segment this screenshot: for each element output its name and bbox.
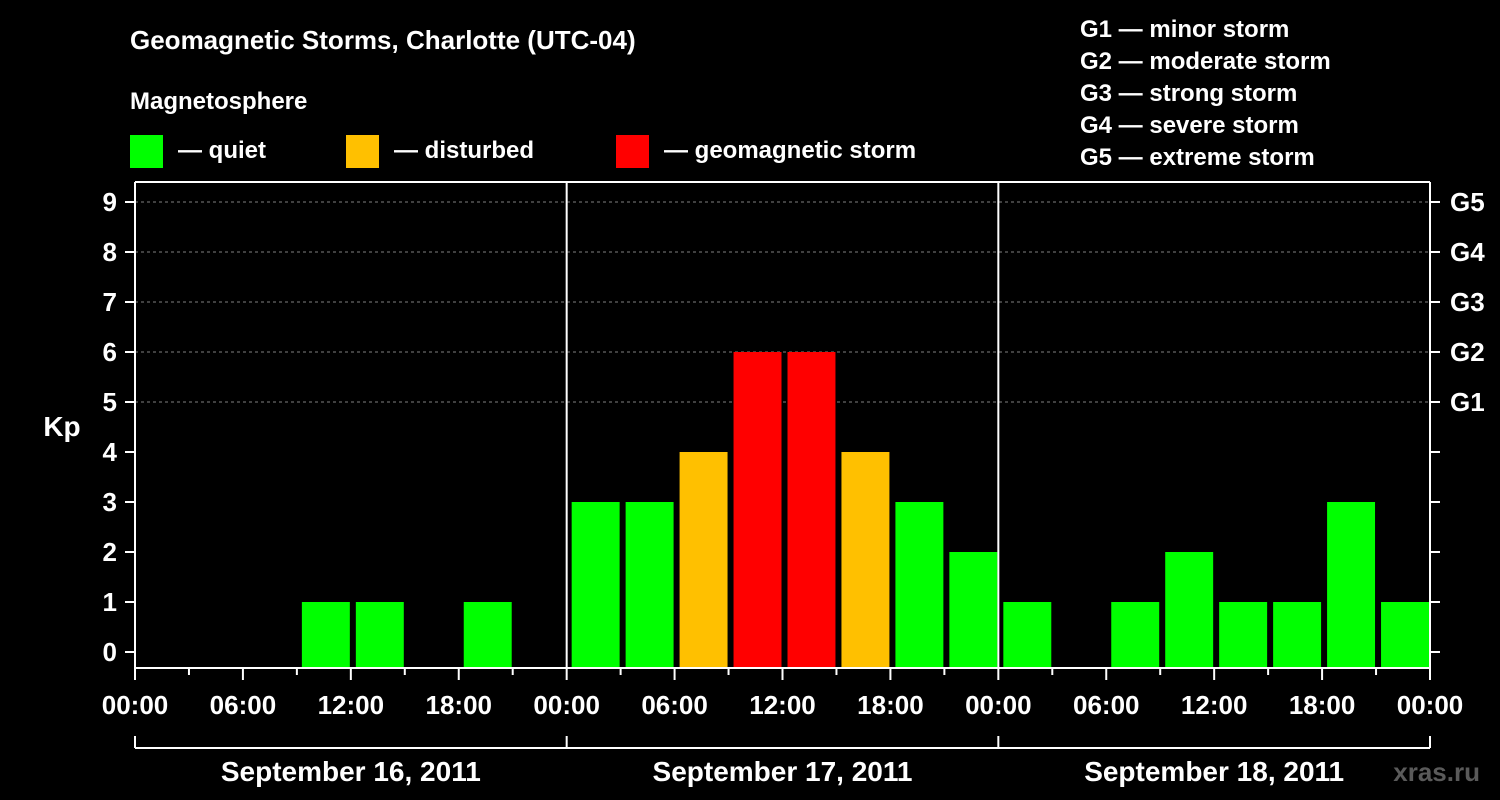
legend-label-disturbed: — disturbed	[394, 137, 534, 164]
x-tick-label-3: 18:00	[426, 690, 493, 720]
day-label-0: September 16, 2011	[221, 756, 481, 787]
legend-label-storm: — geomagnetic storm	[664, 137, 916, 164]
y-tick-labels: 0 1 2 3 4 5 6 7 8 9	[103, 187, 118, 667]
storm-scale-g4: G4 — severe storm	[1080, 112, 1299, 139]
right-tick-label-g3: G3	[1450, 287, 1485, 317]
x-tick-label-4: 00:00	[533, 690, 600, 720]
bar-10	[679, 452, 728, 668]
gridlines	[135, 201, 1430, 403]
x-tick-label-5: 06:00	[641, 690, 708, 720]
y-tick-label-5: 5	[103, 387, 117, 417]
x-tick-label-7: 18:00	[857, 690, 924, 720]
bar-6	[463, 602, 512, 668]
x-tick-label-11: 18:00	[1289, 690, 1356, 720]
y-tick-label-7: 7	[103, 287, 117, 317]
axes	[125, 181, 1440, 749]
x-tick-label-1: 06:00	[210, 690, 277, 720]
bar-22	[1327, 502, 1376, 668]
legend-swatch-storm	[616, 135, 649, 168]
x-tick-label-8: 00:00	[965, 690, 1032, 720]
y-tick-label-8: 8	[103, 237, 117, 267]
bar-16	[1003, 602, 1052, 668]
bar-11	[733, 352, 782, 668]
y-tick-label-9: 9	[103, 187, 117, 217]
bar-3	[301, 602, 350, 668]
bars	[301, 352, 1429, 668]
storm-scale: G1 — minor storm G2 — moderate storm G3 …	[1080, 16, 1331, 171]
bar-9	[625, 502, 674, 668]
day-label-2: September 18, 2011	[1084, 756, 1344, 787]
legend: — quiet — disturbed — geomagnetic storm	[130, 135, 916, 168]
storm-scale-g2: G2 — moderate storm	[1080, 48, 1331, 75]
watermark: xras.ru	[1393, 757, 1480, 787]
x-tick-label-12: 00:00	[1397, 690, 1464, 720]
day-labels: September 16, 2011 September 17, 2011 Sept…	[221, 756, 1344, 787]
legend-swatch-quiet	[130, 135, 163, 168]
bar-20	[1219, 602, 1268, 668]
storm-scale-g5: G5 — extreme storm	[1080, 144, 1315, 171]
right-tick-label-g4: G4	[1450, 237, 1485, 267]
bar-8	[571, 502, 620, 668]
bar-12	[787, 352, 836, 668]
storm-scale-g1: G1 — minor storm	[1080, 16, 1289, 43]
y-tick-label-0: 0	[103, 637, 117, 667]
x-tick-label-2: 12:00	[318, 690, 385, 720]
bar-14	[895, 502, 944, 668]
bar-21	[1273, 602, 1322, 668]
y-tick-label-4: 4	[103, 437, 118, 467]
right-tick-labels: G1 G2 G3 G4 G5	[1450, 187, 1485, 417]
legend-title: Magnetosphere	[130, 88, 307, 115]
y-tick-label-2: 2	[103, 537, 117, 567]
bar-19	[1165, 552, 1214, 668]
bar-15	[949, 552, 998, 668]
day-label-1: September 17, 2011	[653, 756, 913, 787]
right-tick-label-g5: G5	[1450, 187, 1485, 217]
y-tick-label-6: 6	[103, 337, 117, 367]
y-tick-label-1: 1	[103, 587, 117, 617]
right-tick-label-g2: G2	[1450, 337, 1485, 367]
bar-4	[355, 602, 404, 668]
x-tick-label-10: 12:00	[1181, 690, 1248, 720]
legend-label-quiet: — quiet	[178, 137, 266, 164]
bar-23	[1381, 602, 1429, 668]
chart-title: Geomagnetic Storms, Charlotte (UTC-04)	[130, 25, 636, 55]
y-tick-label-3: 3	[103, 487, 117, 517]
x-tick-label-0: 00:00	[102, 690, 169, 720]
storm-scale-g3: G3 — strong storm	[1080, 80, 1297, 107]
x-tick-labels: 00:00 06:00 12:00 18:00 00:00 06:00 12:00 18:00…	[102, 690, 1464, 720]
y-axis-label: Kp	[43, 411, 80, 442]
x-tick-label-6: 12:00	[749, 690, 816, 720]
right-tick-label-g1: G1	[1450, 387, 1485, 417]
x-tick-label-9: 06:00	[1073, 690, 1140, 720]
bar-13	[841, 452, 890, 668]
legend-swatch-disturbed	[346, 135, 379, 168]
bar-18	[1111, 602, 1160, 668]
